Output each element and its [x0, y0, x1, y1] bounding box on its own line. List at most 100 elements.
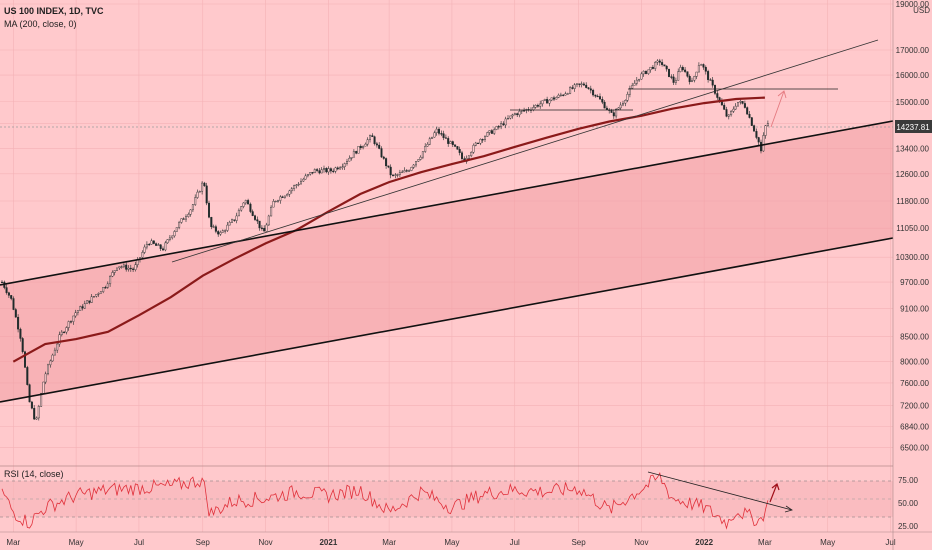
- candle-body: [164, 242, 167, 251]
- candle-body: [610, 110, 613, 113]
- candle-body: [596, 95, 599, 98]
- candle-body: [281, 196, 284, 198]
- candle-body: [585, 84, 588, 88]
- candle-body: [394, 174, 397, 176]
- candle-body: [688, 76, 691, 83]
- y-tick-label: 9100.00: [900, 304, 929, 313]
- candle-body: [447, 138, 450, 144]
- candle-body: [47, 364, 50, 375]
- indicator-label: MA (200, close, 0): [4, 19, 77, 29]
- candle-body: [318, 170, 321, 174]
- candle-body: [65, 327, 68, 333]
- candle-body: [14, 309, 17, 318]
- candle-body: [106, 283, 109, 288]
- candle-body: [17, 316, 20, 330]
- y-tick-label: 9700.00: [900, 278, 929, 287]
- candle-body: [369, 135, 372, 140]
- candle-body: [205, 185, 208, 204]
- candle-body: [214, 226, 217, 232]
- candle-body: [631, 85, 634, 89]
- x-tick-label: Mar: [758, 538, 772, 547]
- rsi-up-arrowhead: [771, 482, 780, 491]
- candle-body: [152, 240, 155, 244]
- candle-body: [355, 151, 358, 154]
- candle-body: [760, 141, 763, 152]
- candle-body: [507, 118, 510, 120]
- candle-body: [398, 172, 401, 175]
- candle-body: [700, 64, 703, 66]
- candle-body: [12, 298, 15, 310]
- candle-body: [19, 328, 22, 339]
- candle-body: [373, 136, 376, 144]
- candle-body: [371, 135, 374, 137]
- candle-body: [748, 113, 751, 118]
- candle-body: [249, 203, 252, 212]
- y-tick-label: 13400.00: [896, 144, 930, 153]
- candle-body: [375, 143, 378, 146]
- x-tick-label: May: [444, 538, 459, 547]
- candle-body: [677, 71, 680, 81]
- candle-body: [5, 287, 8, 293]
- candle-body: [488, 130, 491, 133]
- candle-body: [235, 215, 238, 221]
- candle-body: [389, 166, 392, 176]
- candle-body: [458, 149, 461, 153]
- candle-body: [382, 156, 385, 159]
- candle-body: [24, 351, 27, 368]
- candle-body: [555, 97, 558, 100]
- candle-body: [53, 349, 56, 356]
- candle-body: [37, 406, 40, 419]
- candle-body: [470, 152, 473, 157]
- candle-body: [709, 79, 712, 81]
- y-tick-label: 7600.00: [900, 379, 929, 388]
- rsi-title: RSI (14, close): [4, 469, 64, 479]
- candle-body: [665, 65, 668, 70]
- candle-body: [189, 209, 192, 215]
- candle-body: [300, 180, 303, 185]
- currency-label: USD: [913, 6, 930, 15]
- candle-body: [419, 156, 422, 160]
- candle-body: [247, 200, 250, 205]
- candle-body: [99, 291, 102, 294]
- candle-body: [474, 142, 477, 146]
- candle-body: [127, 267, 130, 270]
- x-tick-label: Sep: [571, 538, 586, 547]
- candle-body: [438, 128, 441, 134]
- candle-body: [449, 141, 452, 144]
- candle-body: [571, 87, 574, 89]
- candle-body: [502, 123, 505, 126]
- y-tick-label: 15000.00: [896, 98, 930, 107]
- candle-body: [51, 354, 54, 362]
- candle-body: [589, 88, 592, 91]
- candle-body: [256, 219, 259, 222]
- candle-body: [283, 195, 286, 198]
- candle-body: [83, 303, 86, 309]
- candle-body: [350, 157, 353, 159]
- candle-body: [334, 167, 337, 172]
- candle-body: [184, 216, 187, 220]
- candle-body: [516, 113, 519, 116]
- candle-body: [601, 99, 604, 103]
- candle-body: [739, 101, 742, 103]
- candle-body: [559, 94, 562, 96]
- candle-body: [203, 182, 206, 187]
- candle-body: [472, 145, 475, 153]
- candle-body: [670, 76, 673, 78]
- rsi-axis-labels: 75.00 50.00 25.00: [898, 476, 919, 531]
- candle-body: [456, 146, 459, 150]
- candle-body: [111, 272, 114, 277]
- candle-body: [122, 264, 125, 267]
- y-tick-label: 11800.00: [896, 197, 929, 206]
- rsi-tick-label: 75.00: [898, 476, 919, 485]
- candle-body: [647, 69, 650, 74]
- candle-body: [663, 64, 666, 67]
- candle-body: [702, 64, 705, 68]
- candle-body: [681, 67, 684, 71]
- candle-body: [313, 169, 316, 174]
- candle-body: [228, 221, 231, 226]
- x-tick-label: 2022: [695, 538, 713, 547]
- candle-body: [304, 175, 307, 180]
- candle-body: [440, 133, 443, 135]
- candle-body: [467, 155, 470, 159]
